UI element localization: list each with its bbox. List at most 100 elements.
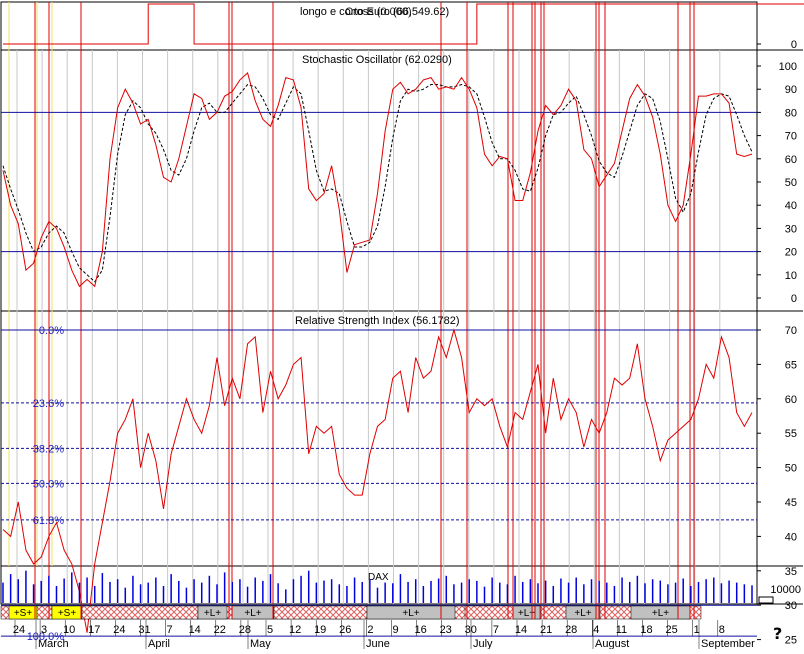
- band-hatch: [273, 605, 368, 620]
- fib-label: 50.0%: [33, 478, 64, 490]
- plot-frame: [0, 1, 758, 605]
- x-day-label: 21: [540, 624, 552, 636]
- x-day-label: 7: [493, 624, 499, 636]
- x-day-label: 14: [515, 624, 527, 636]
- x-month-label: July: [473, 638, 493, 649]
- y-tick-label: 65: [785, 359, 797, 371]
- band-label: +S+: [14, 608, 33, 619]
- x-month-label: September: [701, 638, 755, 649]
- x-day-label: 26: [339, 624, 351, 636]
- y-tick-label: 90: [785, 84, 797, 96]
- x-day-label: 11: [616, 624, 627, 636]
- x-month-label: August: [595, 638, 629, 649]
- volume-bars: [2, 570, 753, 603]
- band-hatch: [81, 605, 199, 620]
- x-month-label: May: [250, 638, 271, 649]
- fib-label: 0.0%: [39, 325, 64, 337]
- y-tick-label: 45: [785, 497, 797, 509]
- x-day-label: 1: [694, 624, 700, 636]
- x-month-label: March: [38, 638, 69, 649]
- trade-signal-lines: [34, 2, 695, 604]
- y-tick-label: 35: [785, 566, 797, 578]
- x-day-label: 7: [167, 624, 173, 636]
- x-axis-days: 24 3 10 17 24 31 7 14 22 28 5 12 19 26 2 9 16 23 30 7 14 21 28…: [13, 620, 725, 636]
- fib-label: 23.6%: [33, 398, 64, 410]
- help-question-icon[interactable]: ?: [773, 624, 783, 643]
- y-tick-label: 0: [791, 39, 797, 51]
- band-label: +L+: [574, 608, 591, 619]
- y-tick-label: 60: [785, 154, 797, 166]
- x-day-label: 19: [314, 624, 326, 636]
- top-panel-title-overlap: Cross (0.000): [345, 6, 412, 18]
- signal-bands: +S+ +S+ +L+ +L+ +L+ +L+ +L+ +L+: [8, 605, 691, 620]
- x-day-label: 9: [392, 624, 398, 636]
- x-day-label: 5: [267, 624, 273, 636]
- x-day-label: 31: [138, 624, 150, 636]
- band-long: [197, 605, 228, 620]
- x-day-label: 3: [41, 624, 47, 636]
- x-day-label: 25: [665, 624, 677, 636]
- y-tick-label: 10000: [770, 584, 801, 596]
- band-label: +L+: [518, 608, 535, 619]
- volume-y-axis: 10000: [758, 584, 801, 604]
- x-day-label: 4: [593, 624, 599, 636]
- band-label: +L+: [402, 608, 419, 619]
- x-month-label: June: [366, 638, 390, 649]
- stoch-k-line: [2, 72, 753, 288]
- y-tick-label: 30: [785, 223, 797, 235]
- y-tick-label: 25: [785, 635, 797, 647]
- volume-scale-box: [758, 596, 774, 604]
- y-tick-label: 30: [785, 600, 797, 612]
- x-day-label: 22: [214, 624, 226, 636]
- fib-label: 61.8%: [33, 515, 64, 527]
- y-tick-label: 70: [785, 325, 797, 337]
- band-label: +L+: [204, 608, 221, 619]
- y-tick-label: 40: [785, 200, 797, 212]
- x-day-label: 8: [719, 624, 725, 636]
- band-hatch: [464, 605, 509, 620]
- volume-title: DAX: [368, 572, 389, 583]
- x-day-label: 12: [289, 624, 301, 636]
- band-label: +L+: [652, 608, 669, 619]
- rsi-title: Relative Strength Index (56.1782): [295, 315, 460, 327]
- y-tick-label: 50: [785, 177, 797, 189]
- x-day-label: 23: [440, 624, 452, 636]
- x-day-label: 17: [88, 624, 100, 636]
- y-tick-label: 70: [785, 131, 797, 143]
- y-tick-label: 0: [791, 293, 797, 305]
- x-day-label: 16: [414, 624, 426, 636]
- x-day-label: 28: [239, 624, 251, 636]
- x-month-label: April: [148, 638, 170, 649]
- x-day-label: 24: [113, 624, 125, 636]
- y-tick-label: 10: [785, 270, 797, 282]
- band-long: [565, 605, 601, 620]
- rsi-y-axis: 70 65 60 55 50 45 40 35 30 25: [757, 325, 797, 647]
- band-long: [366, 605, 456, 620]
- x-day-label: 28: [565, 624, 577, 636]
- stoch-d-line: [2, 83, 753, 283]
- x-day-label: 10: [63, 624, 75, 636]
- x-day-label: 14: [189, 624, 201, 636]
- x-axis-months: March April May June July August September: [35, 620, 755, 650]
- x-day-label: 2: [367, 624, 373, 636]
- band-label: +S+: [58, 608, 77, 619]
- vertical-grid: [16, 50, 721, 604]
- top-panel-title: longo e corto Euro (66,549.62): [300, 6, 449, 18]
- y-tick-label: 55: [785, 428, 797, 440]
- y-tick-label: 40: [785, 531, 797, 543]
- x-day-label: 18: [640, 624, 652, 636]
- rsi-line: [2, 328, 753, 633]
- band-label: +L+: [244, 608, 261, 619]
- top-signal-line: [3, 3, 804, 45]
- y-tick-label: 20: [785, 247, 797, 259]
- y-tick-label: 60: [785, 394, 797, 406]
- y-tick-label: 50: [785, 463, 797, 475]
- y-tick-label: 80: [785, 107, 797, 119]
- x-day-label: 24: [13, 624, 25, 636]
- stoch-title: Stochastic Oscillator (62.0290): [302, 54, 452, 66]
- band-hatch: [36, 605, 53, 620]
- fib-label: 38.2%: [33, 443, 64, 455]
